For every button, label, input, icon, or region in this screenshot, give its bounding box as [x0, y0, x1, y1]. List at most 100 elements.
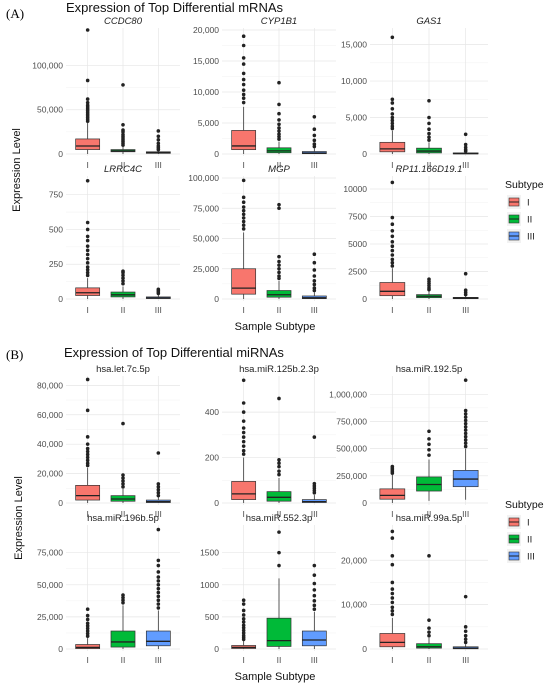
- outlier-point: [427, 618, 431, 622]
- outlier-point: [390, 222, 395, 226]
- outlier-point: [390, 112, 395, 116]
- outlier-point: [156, 570, 161, 574]
- outlier-point: [85, 103, 90, 108]
- outlier-point: [121, 128, 125, 132]
- outlier-point: [427, 437, 431, 441]
- outlier-point: [463, 145, 468, 150]
- outlier-point: [312, 133, 317, 138]
- outlier-point: [121, 279, 125, 283]
- outlier-point: [277, 132, 281, 136]
- outlier-point: [156, 451, 161, 455]
- outlier-point: [312, 282, 317, 287]
- outlier-point: [427, 115, 431, 120]
- y-tick-label: 0: [362, 644, 367, 654]
- y-axis-title: Expression Level: [13, 476, 25, 560]
- outlier-point: [156, 485, 161, 489]
- outlier-point: [121, 479, 125, 483]
- box-iii: [145, 451, 171, 503]
- x-axis-title: Sample Subtype: [235, 671, 316, 683]
- outlier-point: [241, 219, 246, 224]
- outlier-point: [463, 142, 468, 147]
- box-i: [231, 34, 257, 154]
- x-tick-label: I: [242, 160, 244, 170]
- outlier-point: [241, 227, 246, 231]
- outlier-point: [121, 83, 125, 87]
- outlier-point: [463, 438, 468, 442]
- outlier-point: [156, 558, 161, 563]
- outlier-point: [390, 260, 395, 265]
- outlier-point: [241, 426, 246, 430]
- outlier-point: [241, 631, 246, 635]
- outlier-point: [85, 227, 90, 232]
- facet-title: hsa.miR.99a.5p: [396, 513, 463, 524]
- outlier-point: [156, 490, 161, 495]
- outlier-point: [427, 633, 431, 638]
- box-i: [379, 35, 406, 154]
- outlier-point: [463, 637, 468, 642]
- outlier-point: [427, 131, 431, 136]
- outlier-point: [85, 220, 90, 225]
- x-tick-label: III: [311, 160, 318, 170]
- facet-title: CYP1B1: [261, 16, 297, 27]
- y-tick-label: 250,000: [336, 471, 367, 481]
- box-i: [75, 607, 101, 649]
- outlier-point: [277, 472, 281, 477]
- outlier-point: [463, 132, 468, 137]
- outlier-point: [121, 598, 125, 602]
- outlier-point: [241, 212, 246, 217]
- box-ii: [266, 530, 292, 649]
- outlier-point: [156, 482, 161, 486]
- outlier-point: [463, 288, 468, 293]
- outlier-point: [241, 195, 246, 200]
- outlier-point: [463, 421, 468, 426]
- legend-title: Subtype: [505, 179, 544, 191]
- box-i: [75, 178, 101, 299]
- outlier-point: [390, 106, 395, 111]
- outlier-point: [121, 593, 125, 597]
- outlier-point: [156, 598, 161, 602]
- outlier-point: [277, 274, 281, 278]
- y-tick-label: 0: [214, 498, 219, 508]
- x-tick-label: I: [242, 509, 244, 519]
- outlier-point: [121, 269, 125, 273]
- outlier-point: [156, 287, 161, 292]
- y-tick-label: 500,000: [336, 444, 367, 454]
- outlier-point: [241, 200, 246, 204]
- facet-title: MGP: [268, 164, 290, 175]
- outlier-point: [85, 28, 90, 32]
- outlier-point: [121, 473, 125, 477]
- box-ii: [110, 269, 136, 299]
- outlier-point: [463, 428, 468, 432]
- outlier-point: [85, 100, 90, 105]
- outlier-point: [427, 447, 431, 452]
- box-iii: [145, 129, 171, 154]
- outlier-point: [390, 612, 395, 617]
- y-tick-label: 750: [49, 190, 63, 200]
- legend-label: I: [527, 198, 530, 209]
- outlier-point: [85, 626, 90, 631]
- facet-title: RP11.166D19.1: [396, 164, 463, 175]
- y-tick-label: 0: [362, 498, 367, 508]
- box-body: [416, 643, 442, 649]
- y-tick-label: 7500: [348, 212, 367, 222]
- outlier-point: [241, 88, 246, 92]
- y-tick-label: 15,000: [341, 40, 367, 50]
- outlier-point: [85, 273, 90, 278]
- outlier-point: [427, 98, 431, 103]
- y-tick-label: 400: [205, 407, 219, 417]
- box-i: [379, 464, 406, 503]
- box-iii: [145, 287, 171, 299]
- box-ii: [110, 83, 136, 154]
- outlier-point: [121, 476, 125, 480]
- outlier-point: [427, 442, 431, 447]
- outlier-point: [427, 453, 431, 457]
- x-tick-label: II: [277, 160, 282, 170]
- outlier-point: [241, 452, 246, 456]
- legend-label: II: [527, 215, 532, 226]
- outlier-point: [427, 630, 431, 634]
- legend-label: III: [527, 552, 535, 563]
